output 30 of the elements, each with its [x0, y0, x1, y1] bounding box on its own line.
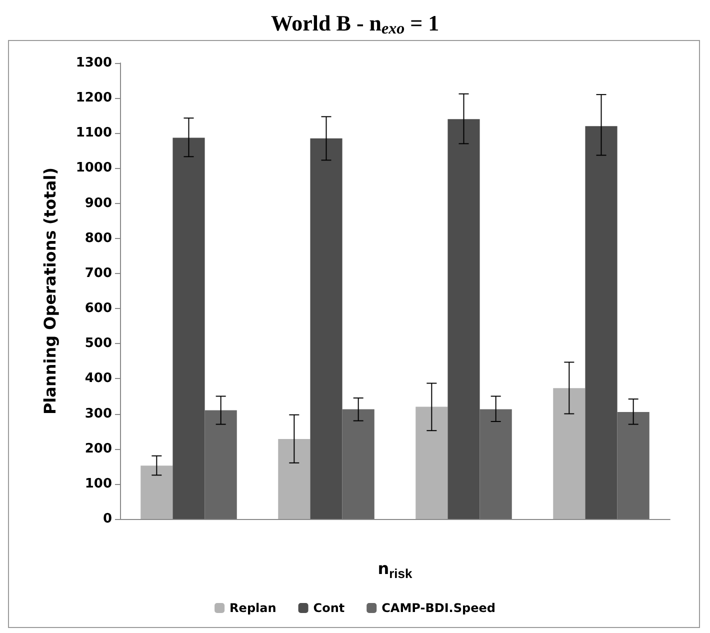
bar	[310, 138, 342, 519]
y-tick-label: 800	[84, 230, 112, 246]
y-tick-label: 100	[84, 476, 112, 492]
y-axis-title: Planning Operations (total)	[40, 167, 60, 415]
legend-label: Replan	[230, 601, 276, 615]
y-tick-label: 900	[84, 196, 112, 211]
bar	[172, 138, 205, 519]
bar	[553, 388, 586, 519]
y-tick-label: 1000	[76, 160, 112, 176]
bar	[204, 410, 237, 519]
y-tick-label: 700	[84, 266, 112, 281]
bar	[278, 439, 310, 519]
bar	[585, 126, 618, 519]
legend-label: Cont	[313, 601, 345, 615]
y-tick-label: 1300	[76, 56, 112, 70]
y-tick-label: 500	[84, 336, 112, 352]
bar	[480, 409, 512, 519]
bar	[448, 119, 480, 519]
bar	[617, 412, 650, 519]
bar	[416, 406, 448, 519]
y-tick-label: 400	[84, 371, 112, 386]
bar	[140, 466, 173, 519]
y-tick-label: 1200	[76, 90, 112, 106]
bar	[342, 409, 374, 519]
y-tick-label: 1100	[76, 126, 112, 141]
y-tick-label: 300	[84, 406, 112, 422]
y-tick-label: 0	[102, 512, 112, 526]
y-tick-label: 200	[84, 441, 112, 456]
y-tick-label: 600	[84, 301, 112, 316]
legend-label: CAMP-BDI.Speed	[382, 601, 496, 615]
